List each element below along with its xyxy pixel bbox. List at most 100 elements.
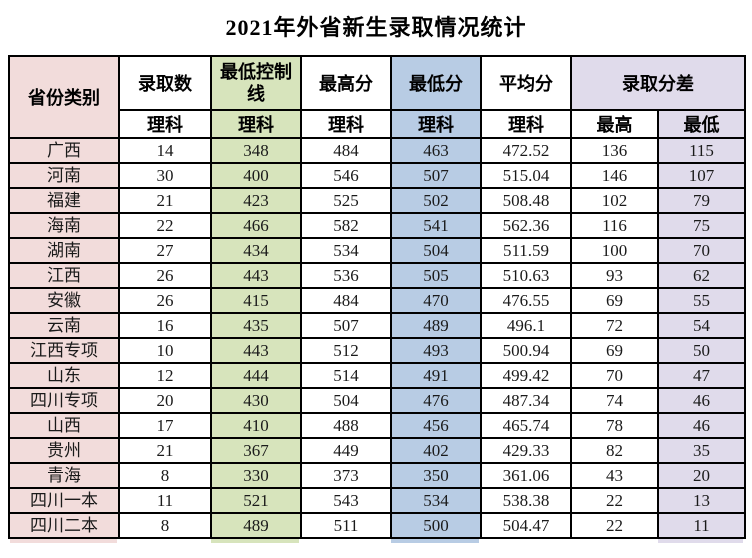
header-highest-score: 最高分 bbox=[300, 55, 392, 111]
table-row: 青海 8 330 373 350 361.06 43 20 bbox=[8, 462, 746, 489]
subheader-science-control-line: 理科 bbox=[210, 109, 302, 139]
highest-cell: 512 bbox=[300, 337, 392, 364]
subheader-science-admitted: 理科 bbox=[118, 109, 212, 139]
diff-high-cell: 93 bbox=[570, 262, 659, 289]
diff-low-cell: 50 bbox=[657, 337, 746, 364]
average-cell: 499.42 bbox=[480, 362, 572, 389]
diff-low-cell: 79 bbox=[657, 187, 746, 214]
diff-low-cell: 20 bbox=[657, 462, 746, 489]
admitted-cell: 8 bbox=[118, 462, 212, 489]
province-cell: 四川专项 bbox=[8, 387, 120, 414]
average-cell: 487.34 bbox=[480, 387, 572, 414]
average-cell: 500.94 bbox=[480, 337, 572, 364]
province-cell: 湖南 bbox=[8, 237, 120, 264]
lowest-cell: 493 bbox=[390, 337, 482, 364]
admitted-cell: 14 bbox=[118, 137, 212, 164]
color-bleed-strip bbox=[8, 539, 744, 545]
header-admitted-count: 录取数 bbox=[118, 55, 212, 111]
page-title: 2021年外省新生录取情况统计 bbox=[225, 15, 527, 40]
bleed-lavender bbox=[658, 539, 743, 543]
diff-high-cell: 82 bbox=[570, 437, 659, 464]
diff-low-cell: 13 bbox=[657, 487, 746, 514]
highest-cell: 525 bbox=[300, 187, 392, 214]
lowest-cell: 505 bbox=[390, 262, 482, 289]
table-row: 四川一本 11 521 543 534 538.38 22 13 bbox=[8, 487, 746, 514]
header-average-score: 平均分 bbox=[480, 55, 572, 111]
province-cell: 河南 bbox=[8, 162, 120, 189]
admitted-cell: 8 bbox=[118, 512, 212, 539]
table-row: 云南 16 435 507 489 496.1 72 54 bbox=[8, 312, 746, 339]
province-cell: 青海 bbox=[8, 462, 120, 489]
admitted-cell: 16 bbox=[118, 312, 212, 339]
lowest-cell: 504 bbox=[390, 237, 482, 264]
diff-low-cell: 70 bbox=[657, 237, 746, 264]
highest-cell: 582 bbox=[300, 212, 392, 239]
highest-cell: 484 bbox=[300, 287, 392, 314]
diff-low-cell: 115 bbox=[657, 137, 746, 164]
diff-high-cell: 102 bbox=[570, 187, 659, 214]
province-cell: 海南 bbox=[8, 212, 120, 239]
highest-cell: 484 bbox=[300, 137, 392, 164]
diff-high-cell: 70 bbox=[570, 362, 659, 389]
lowest-cell: 500 bbox=[390, 512, 482, 539]
diff-high-cell: 146 bbox=[570, 162, 659, 189]
average-cell: 511.59 bbox=[480, 237, 572, 264]
diff-low-cell: 55 bbox=[657, 287, 746, 314]
province-cell: 安徽 bbox=[8, 287, 120, 314]
table-row: 山东 12 444 514 491 499.42 70 47 bbox=[8, 362, 746, 389]
admitted-cell: 21 bbox=[118, 187, 212, 214]
average-cell: 504.47 bbox=[480, 512, 572, 539]
control-line-cell: 367 bbox=[210, 437, 302, 464]
admitted-cell: 21 bbox=[118, 437, 212, 464]
header-min-control-line: 最低控制线 bbox=[210, 55, 302, 111]
admitted-cell: 10 bbox=[118, 337, 212, 364]
table-row: 福建 21 423 525 502 508.48 102 79 bbox=[8, 187, 746, 214]
control-line-cell: 489 bbox=[210, 512, 302, 539]
diff-low-cell: 11 bbox=[657, 512, 746, 539]
control-line-cell: 410 bbox=[210, 412, 302, 439]
control-line-cell: 444 bbox=[210, 362, 302, 389]
diff-low-cell: 62 bbox=[657, 262, 746, 289]
control-line-cell: 443 bbox=[210, 337, 302, 364]
admitted-cell: 17 bbox=[118, 412, 212, 439]
province-cell: 广西 bbox=[8, 137, 120, 164]
lowest-cell: 491 bbox=[390, 362, 482, 389]
highest-cell: 546 bbox=[300, 162, 392, 189]
control-line-cell: 443 bbox=[210, 262, 302, 289]
diff-high-cell: 72 bbox=[570, 312, 659, 339]
bleed-blue bbox=[391, 539, 479, 543]
subheader-science-highest: 理科 bbox=[300, 109, 392, 139]
province-cell: 贵州 bbox=[8, 437, 120, 464]
bleed-green bbox=[211, 539, 299, 543]
table-row: 四川二本 8 489 511 500 504.47 22 11 bbox=[8, 512, 746, 539]
diff-high-cell: 22 bbox=[570, 512, 659, 539]
admitted-cell: 22 bbox=[118, 212, 212, 239]
highest-cell: 373 bbox=[300, 462, 392, 489]
highest-cell: 488 bbox=[300, 412, 392, 439]
lowest-cell: 541 bbox=[390, 212, 482, 239]
average-cell: 562.36 bbox=[480, 212, 572, 239]
lowest-cell: 489 bbox=[390, 312, 482, 339]
diff-low-cell: 75 bbox=[657, 212, 746, 239]
average-cell: 510.63 bbox=[480, 262, 572, 289]
province-cell: 江西 bbox=[8, 262, 120, 289]
lowest-cell: 350 bbox=[390, 462, 482, 489]
table-row: 贵州 21 367 449 402 429.33 82 35 bbox=[8, 437, 746, 464]
province-cell: 江西专项 bbox=[8, 337, 120, 364]
average-cell: 476.55 bbox=[480, 287, 572, 314]
lowest-cell: 463 bbox=[390, 137, 482, 164]
average-cell: 465.74 bbox=[480, 412, 572, 439]
table-body: 广西 14 348 484 463 472.52 136 115 河南 30 400 546 507 51… bbox=[8, 137, 746, 539]
table-row: 山西 17 410 488 456 465.74 78 46 bbox=[8, 412, 746, 439]
subheader-diff-high: 最高 bbox=[570, 109, 659, 139]
province-cell: 福建 bbox=[8, 187, 120, 214]
diff-high-cell: 78 bbox=[570, 412, 659, 439]
page: 2021年外省新生录取情况统计 省份类别 录取数 最低控制线 最高分 最低分 平… bbox=[0, 10, 752, 545]
control-line-cell: 400 bbox=[210, 162, 302, 189]
highest-cell: 536 bbox=[300, 262, 392, 289]
admitted-cell: 12 bbox=[118, 362, 212, 389]
admitted-cell: 11 bbox=[118, 487, 212, 514]
diff-low-cell: 47 bbox=[657, 362, 746, 389]
table-row: 四川专项 20 430 504 476 487.34 74 46 bbox=[8, 387, 746, 414]
control-line-cell: 348 bbox=[210, 137, 302, 164]
